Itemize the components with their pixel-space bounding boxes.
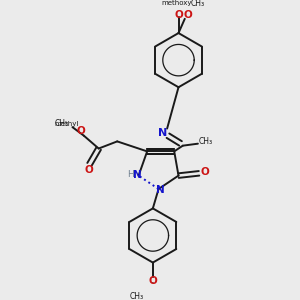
- Text: methyl: methyl: [55, 121, 79, 127]
- Text: N: N: [156, 185, 164, 195]
- Text: N: N: [134, 170, 142, 180]
- Text: CH₃: CH₃: [199, 137, 213, 146]
- Text: O: O: [76, 126, 85, 136]
- Text: O: O: [184, 10, 192, 20]
- Text: O: O: [201, 167, 210, 178]
- Text: CH₃: CH₃: [55, 119, 69, 128]
- Text: methoxy: methoxy: [162, 0, 192, 6]
- Text: CH₃: CH₃: [129, 292, 143, 300]
- Text: O: O: [148, 275, 157, 286]
- Text: H: H: [127, 170, 134, 179]
- Text: O: O: [174, 10, 183, 20]
- Text: CH₃: CH₃: [191, 0, 205, 8]
- Text: N: N: [158, 128, 167, 138]
- Text: O: O: [85, 166, 93, 176]
